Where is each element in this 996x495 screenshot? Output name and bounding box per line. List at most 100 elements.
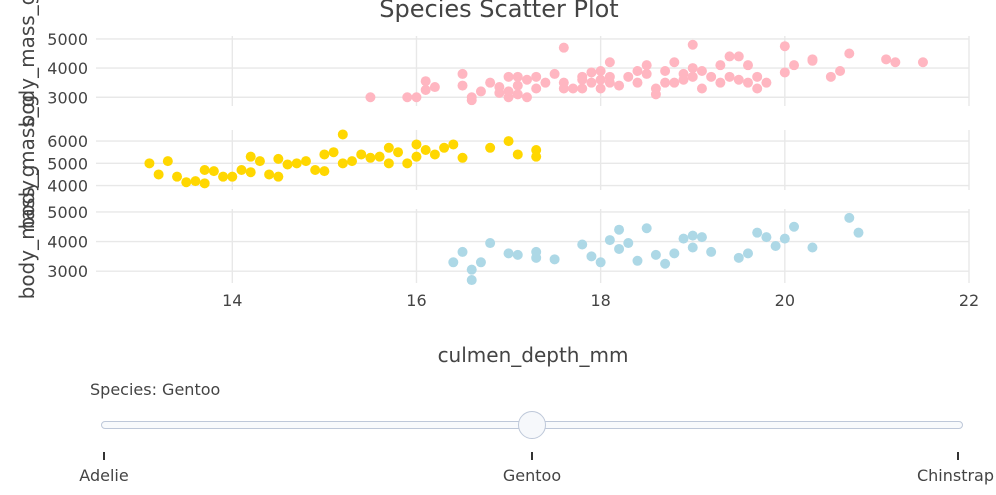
data-point xyxy=(724,51,735,62)
slider-step-tick[interactable] xyxy=(957,452,959,460)
data-point xyxy=(531,83,542,94)
data-point xyxy=(595,83,606,94)
data-point xyxy=(549,254,560,265)
data-point xyxy=(429,82,440,93)
data-point xyxy=(641,223,652,234)
data-point xyxy=(420,84,431,95)
data-point xyxy=(503,71,514,82)
data-point xyxy=(706,71,717,82)
y-tick-label: 5000 xyxy=(47,30,88,49)
data-point xyxy=(199,178,210,189)
data-point xyxy=(457,246,468,257)
data-point xyxy=(273,171,284,182)
data-point xyxy=(687,63,698,74)
slider-step-tick[interactable] xyxy=(103,452,105,460)
y-tick-label: 5000 xyxy=(47,154,88,173)
data-point xyxy=(853,227,864,238)
data-point xyxy=(641,60,652,71)
species-slider-handle[interactable] xyxy=(518,411,546,439)
data-point xyxy=(604,77,615,88)
data-point xyxy=(162,156,173,167)
data-point xyxy=(448,139,459,150)
data-point xyxy=(660,258,671,269)
data-point xyxy=(632,255,643,266)
data-point xyxy=(789,221,800,232)
data-point xyxy=(512,80,523,91)
data-point xyxy=(669,57,680,68)
data-point xyxy=(733,74,744,85)
data-point xyxy=(153,169,164,180)
data-point xyxy=(614,243,625,254)
data-point xyxy=(227,171,238,182)
slider-step-label-adelie[interactable]: Adelie xyxy=(79,466,129,485)
slider-step-label-chinstrap[interactable]: Chinstrap xyxy=(916,466,994,485)
data-point xyxy=(208,166,219,177)
x-axis-label: culmen_depth_mm xyxy=(438,343,629,367)
data-point xyxy=(245,151,256,162)
data-point xyxy=(365,152,376,163)
x-tick-label: 16 xyxy=(406,291,426,310)
data-point xyxy=(245,167,256,178)
y-tick-label: 4000 xyxy=(47,177,88,196)
data-point xyxy=(844,48,855,59)
slider-step-label-gentoo[interactable]: Gentoo xyxy=(502,466,562,485)
y-tick-label: 6000 xyxy=(47,132,88,151)
data-point xyxy=(678,233,689,244)
data-point xyxy=(319,166,330,177)
data-point xyxy=(917,57,928,68)
data-point xyxy=(420,76,431,87)
data-point xyxy=(733,51,744,62)
data-point xyxy=(393,147,404,158)
data-point xyxy=(383,142,394,153)
data-point xyxy=(512,89,523,100)
data-point xyxy=(374,151,385,162)
data-point xyxy=(420,145,431,155)
data-point xyxy=(687,39,698,50)
data-point xyxy=(715,60,726,71)
data-point xyxy=(742,248,753,259)
data-point xyxy=(337,158,348,169)
data-point xyxy=(706,246,717,257)
data-point xyxy=(632,77,643,88)
data-point xyxy=(586,67,597,78)
data-point xyxy=(190,176,201,187)
y-tick-label: 5000 xyxy=(47,203,88,222)
data-point xyxy=(199,165,210,175)
data-point xyxy=(347,156,358,167)
data-point xyxy=(144,158,155,169)
data-point xyxy=(779,233,790,244)
data-point xyxy=(236,165,247,175)
slider-current-label: Species: Gentoo xyxy=(90,380,221,399)
data-point xyxy=(475,86,486,97)
data-point xyxy=(466,264,477,275)
data-point xyxy=(558,42,569,53)
data-point xyxy=(577,83,588,94)
data-point xyxy=(264,169,275,180)
slider-step-tick[interactable] xyxy=(531,452,533,460)
data-point xyxy=(752,71,763,82)
data-point xyxy=(669,248,680,259)
data-point xyxy=(383,158,394,169)
data-point xyxy=(614,80,625,91)
data-point xyxy=(503,92,514,103)
data-point xyxy=(282,159,293,170)
data-point xyxy=(604,57,615,68)
data-point xyxy=(291,158,302,169)
data-point xyxy=(595,66,606,76)
data-point xyxy=(807,242,818,253)
data-point xyxy=(779,67,790,78)
data-point xyxy=(623,238,634,249)
data-point xyxy=(752,83,763,94)
y-tick-label: 4000 xyxy=(47,233,88,252)
data-point xyxy=(742,77,753,88)
data-point xyxy=(411,151,422,162)
data-point xyxy=(300,156,311,167)
data-point xyxy=(890,57,901,68)
data-point xyxy=(494,82,505,93)
data-point xyxy=(531,252,542,263)
data-point xyxy=(752,227,763,238)
data-point xyxy=(475,257,486,268)
data-point xyxy=(604,235,615,246)
data-point xyxy=(623,71,634,82)
